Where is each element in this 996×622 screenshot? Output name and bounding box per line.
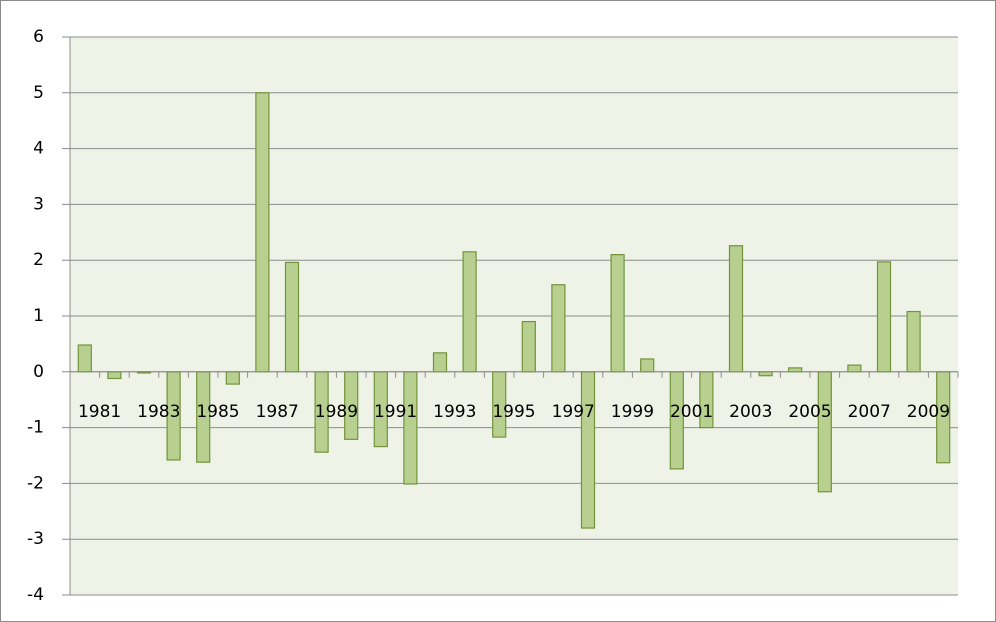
bar (255, 92, 270, 373)
bar (610, 254, 625, 373)
y-tick-label: -2 (27, 473, 44, 493)
x-tick-label: 1987 (256, 402, 299, 422)
bar (847, 364, 862, 373)
x-tick-label: 1981 (78, 402, 121, 422)
bar (640, 358, 655, 373)
y-tick-label: -1 (27, 418, 44, 438)
x-tick-label: 1985 (196, 402, 239, 422)
y-tick-label: 5 (33, 83, 44, 103)
y-tick-label: -3 (27, 529, 44, 549)
bar (580, 371, 596, 529)
bar (758, 371, 773, 377)
bar (728, 245, 744, 373)
x-tick-label: 2007 (848, 402, 891, 422)
bar (77, 344, 92, 373)
bar (521, 320, 536, 373)
bar (462, 251, 477, 373)
bar (107, 371, 122, 380)
y-tick-label: 1 (33, 306, 44, 326)
x-tick-label: 2005 (788, 402, 831, 422)
bar (906, 310, 921, 373)
y-tick-label: 6 (33, 27, 44, 47)
y-tick-label: 4 (33, 139, 44, 159)
y-tick-label: 3 (33, 194, 44, 214)
x-tick-label: 1989 (315, 402, 358, 422)
x-tick-label: 2001 (670, 402, 713, 422)
bar (403, 371, 418, 485)
x-tick-label: 2009 (907, 402, 950, 422)
x-tick-label: 1995 (492, 402, 535, 422)
y-tick-label: 0 (33, 362, 44, 382)
x-tick-label: 1997 (552, 402, 595, 422)
bar (225, 371, 240, 385)
y-tick-label: -4 (27, 585, 44, 605)
bar (876, 261, 892, 373)
x-tick-label: 1983 (137, 402, 180, 422)
x-tick-label: 2003 (729, 402, 772, 422)
x-tick-label: 1991 (374, 402, 417, 422)
bar (284, 261, 300, 373)
bar (788, 367, 803, 373)
bar (817, 371, 832, 493)
bar (551, 284, 566, 373)
x-tick-label: 1999 (611, 402, 654, 422)
bar (432, 352, 448, 373)
y-tick-label: 2 (33, 250, 44, 270)
x-tick-label: 1993 (433, 402, 476, 422)
